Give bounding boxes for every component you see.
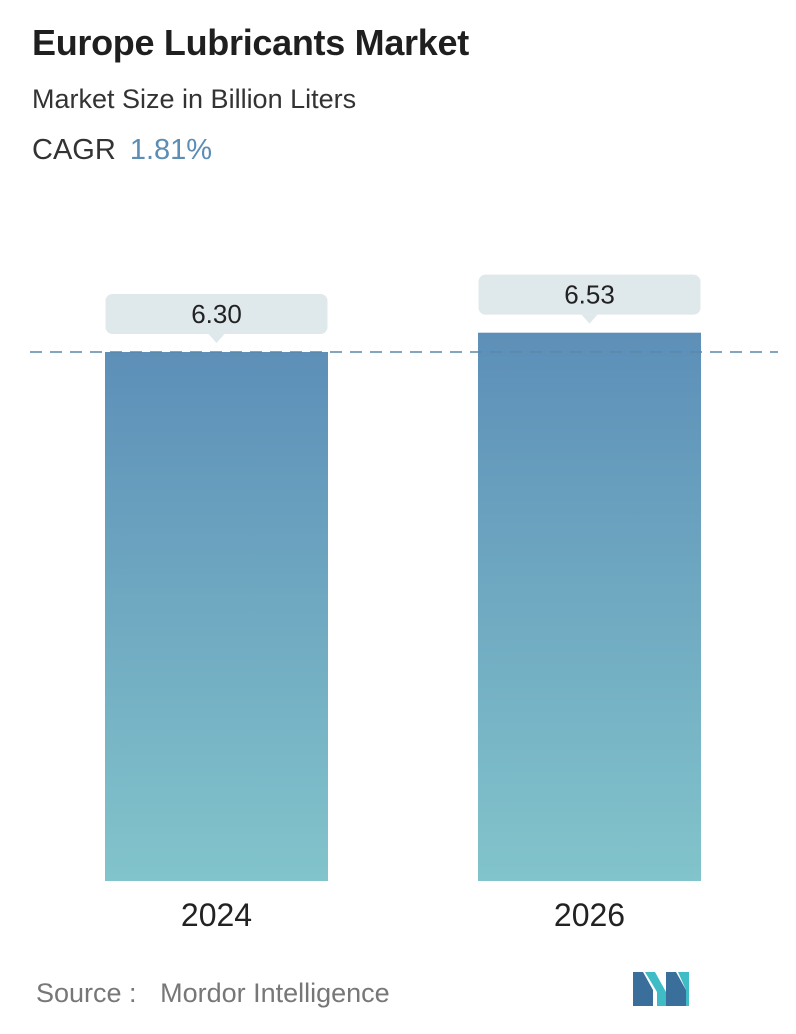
cagr-label: CAGR xyxy=(32,134,116,166)
bar-2026 xyxy=(478,332,701,882)
source-note: Source : Mordor Intelligence xyxy=(36,978,390,1009)
value-label-bubble-2026 xyxy=(478,274,701,315)
value-label-bubble-2024 xyxy=(105,294,328,334)
chart-title: Europe Lubricants Market xyxy=(32,22,469,63)
source-value: Mordor Intelligence xyxy=(160,978,390,1008)
value-label-pointer-2024 xyxy=(208,334,225,343)
data-label-2026: 6.53 xyxy=(564,280,615,310)
bar-chart: 6.30 2024 6.53 2026 xyxy=(30,274,778,933)
cagr-value: 1.81% xyxy=(129,134,213,166)
x-tick-label-2024: 2024 xyxy=(181,897,252,933)
x-tick-label-2026: 2026 xyxy=(554,897,625,933)
mordor-intelligence-logo-icon xyxy=(633,972,689,1006)
cagr-line: CAGR 1.81% xyxy=(32,134,212,167)
chart-subtitle: Market Size in Billion Liters xyxy=(32,84,357,114)
bar-2024 xyxy=(105,352,328,881)
source-label: Source : xyxy=(36,978,137,1008)
data-label-2024: 6.30 xyxy=(191,299,242,329)
value-label-pointer-2026 xyxy=(581,314,598,324)
